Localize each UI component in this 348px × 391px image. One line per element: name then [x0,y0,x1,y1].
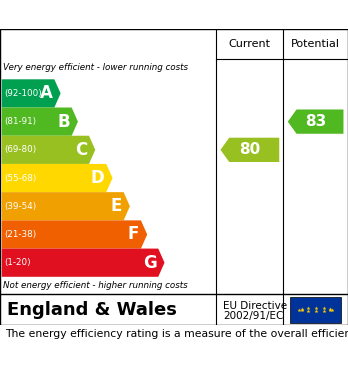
Polygon shape [2,164,112,192]
Polygon shape [2,192,130,221]
Text: (55-68): (55-68) [4,174,37,183]
Polygon shape [2,221,147,249]
Text: (81-91): (81-91) [4,117,36,126]
Text: The energy efficiency rating is a measure of the overall efficiency of a home. T: The energy efficiency rating is a measur… [5,329,348,339]
Text: E: E [111,197,122,215]
Polygon shape [221,138,279,162]
Polygon shape [2,136,95,164]
Text: EU Directive: EU Directive [223,301,287,311]
Text: B: B [57,113,70,131]
Polygon shape [2,79,61,108]
Text: 83: 83 [305,114,326,129]
Text: F: F [128,226,139,244]
Text: (1-20): (1-20) [4,258,31,267]
Text: (69-80): (69-80) [4,145,37,154]
Text: (21-38): (21-38) [4,230,37,239]
Text: Not energy efficient - higher running costs: Not energy efficient - higher running co… [3,281,188,290]
Text: A: A [40,84,53,102]
Bar [290,296,341,323]
Text: D: D [91,169,104,187]
Text: 2002/91/EC: 2002/91/EC [223,311,284,321]
Text: Current: Current [229,39,271,49]
Text: G: G [143,254,157,272]
Text: (39-54): (39-54) [4,202,37,211]
Text: (92-100): (92-100) [4,89,42,98]
Polygon shape [288,109,343,134]
Text: Potential: Potential [291,39,340,49]
Text: England & Wales: England & Wales [7,301,177,319]
Text: Energy Efficiency Rating: Energy Efficiency Rating [9,5,238,23]
Polygon shape [2,249,165,277]
Text: Very energy efficient - lower running costs: Very energy efficient - lower running co… [3,63,189,72]
Text: 80: 80 [239,142,261,157]
Polygon shape [2,108,78,136]
Text: C: C [75,141,87,159]
